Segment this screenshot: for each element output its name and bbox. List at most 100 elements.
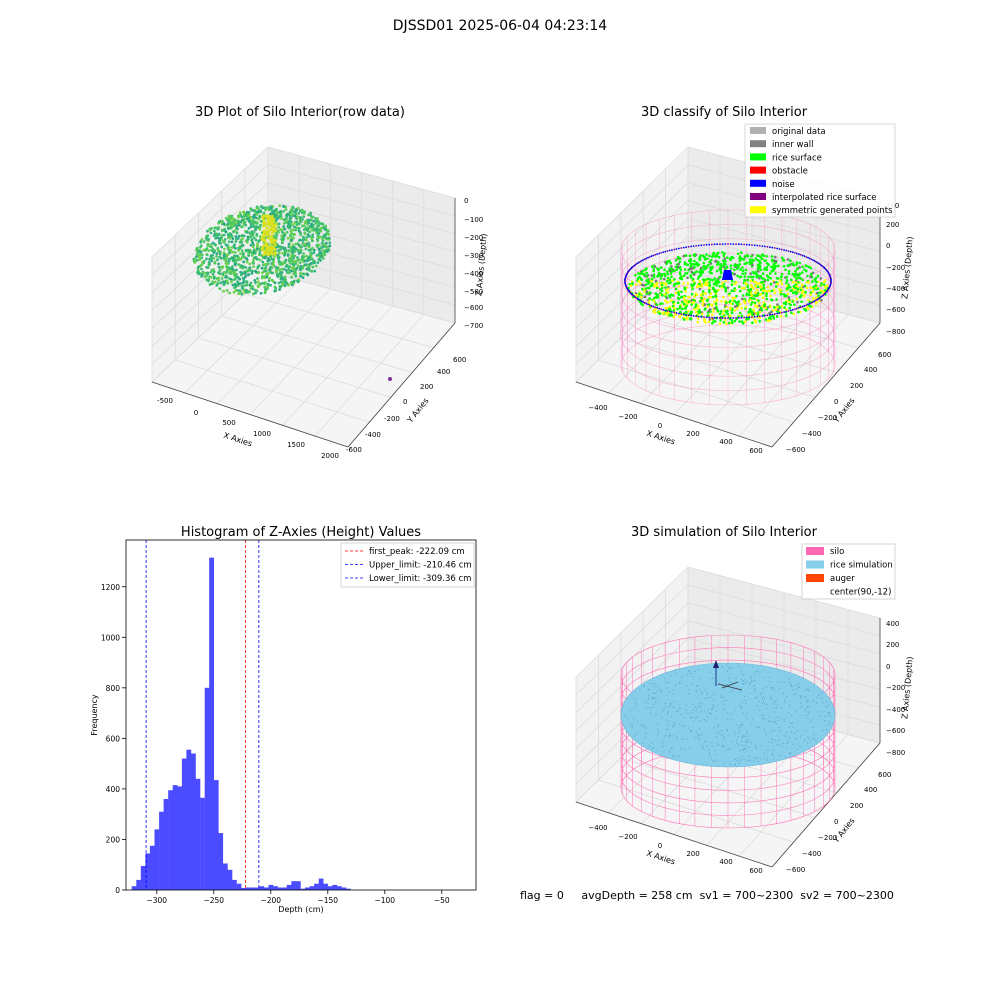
data-point [228,226,232,230]
data-point [255,232,259,236]
noise-point [656,306,658,309]
noise-point [682,246,685,249]
data-point [277,249,280,253]
classified-point [763,259,766,262]
mesh-point [794,738,796,740]
data-point [319,229,322,233]
classified-point [787,272,791,276]
classified-point [803,307,806,311]
classified-point [689,263,693,267]
noise-point [771,246,774,249]
data-point [299,274,303,278]
data-point [233,274,237,278]
grid-line [151,146,269,258]
y-tick-label: −600 [786,866,805,874]
classified-point [680,295,683,299]
histogram-bar [232,879,237,890]
mesh-point [657,685,659,687]
data-point [232,244,236,248]
data-point [303,244,306,248]
data-point [293,214,297,218]
data-point [227,215,231,219]
mesh-point [807,742,809,744]
data-point [219,256,223,260]
mesh-point [812,719,814,721]
noise-point [780,311,783,314]
x-tick-label: 500 [222,419,235,427]
data-point [278,214,282,218]
data-point [257,210,261,214]
classified-point [825,284,829,288]
classified-point [669,261,672,265]
classified-point [736,303,739,306]
mesh-point [769,720,771,722]
data-point [297,278,300,281]
mesh-point [739,729,741,731]
data-point [216,282,220,285]
mesh-point [744,747,746,749]
data-point [282,225,286,229]
noise-point [745,316,748,319]
data-point [313,269,317,273]
data-point [272,260,275,263]
data-point [277,273,280,276]
mesh-point [826,725,828,727]
mesh-point [720,695,722,697]
data-point [211,280,215,283]
data-point [303,232,307,236]
mesh-point [762,700,764,703]
mesh-point [714,749,716,751]
classified-point [679,277,683,280]
classified-point [819,289,823,292]
noise-point [785,249,788,252]
mesh-point [799,695,802,697]
noise-point [719,317,721,319]
classified-point [738,263,741,266]
histogram-bar [204,687,210,890]
data-point [278,204,282,208]
data-point [258,225,262,229]
mesh-point [713,705,715,707]
classified-point [702,265,705,268]
data-point [229,277,233,281]
data-point [222,283,226,287]
data-point [289,235,293,239]
data-point [301,276,305,279]
classified-point [667,260,670,263]
classified-point [711,255,714,258]
classified-point [686,276,689,280]
axis-line [151,381,349,448]
data-point [228,291,232,295]
grid-line [575,620,689,731]
data-point [311,246,314,250]
classified-point [692,300,696,304]
classified-point [796,301,799,304]
classified-point [660,289,664,293]
data-point [240,225,244,229]
data-point [301,211,304,215]
classified-point [765,274,769,278]
data-point [309,252,312,256]
mesh-point [701,692,703,695]
classified-point [657,271,661,275]
mesh-point [643,686,645,688]
grid-line [575,164,689,276]
data-point [225,279,229,283]
mesh-point [783,721,786,723]
mesh-point [740,705,743,707]
x-tick-label: 400 [719,858,732,866]
noise-point [662,251,665,254]
mesh-point [750,678,752,680]
mesh-point [710,708,713,710]
classified-point [711,295,715,299]
classified-point [661,293,664,297]
legend-label: rice simulation [830,561,893,571]
data-point [214,226,218,230]
status-line: flag = 0 avgDepth = 258 cm sv1 = 700~230… [520,889,894,902]
mesh-point [717,726,719,728]
grid-line [151,182,269,294]
classified-point [798,261,802,265]
noise-point [778,248,781,250]
mesh-point [753,673,755,675]
mesh-point [712,703,714,705]
